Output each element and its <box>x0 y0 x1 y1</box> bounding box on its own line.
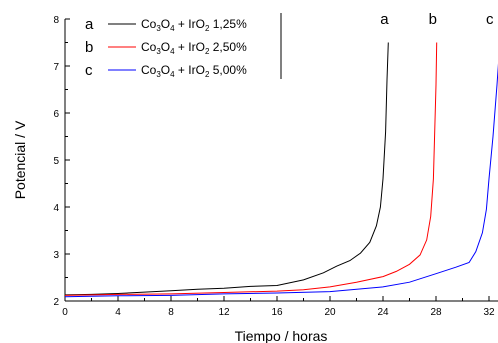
y-tick-label: 3 <box>53 250 59 261</box>
legend-text-part: 1,25% <box>209 17 247 31</box>
legend-text-part: 5,00% <box>209 63 247 77</box>
x-tick-label: 12 <box>218 307 230 318</box>
legend-letter-b: b <box>85 39 93 56</box>
curve-letter-c: c <box>486 11 494 28</box>
legend-text-part: Co <box>141 17 157 31</box>
curve-letter-b: b <box>429 11 437 28</box>
x-tick-label: 16 <box>271 307 283 318</box>
legend-subscript: 3 <box>156 47 161 56</box>
legend-text-part: O <box>161 40 170 54</box>
legend-text-part: + IrO <box>175 63 205 77</box>
x-tick-label: 8 <box>168 307 174 318</box>
x-tick-label: 32 <box>483 307 495 318</box>
legend-text-part: O <box>161 17 170 31</box>
x-tick-label: 4 <box>115 307 121 318</box>
y-tick-label: 6 <box>53 109 59 120</box>
legend-label-a: Co3​O4​ + IrO2​ 1,25% <box>141 17 247 33</box>
y-tick-label: 7 <box>53 62 59 73</box>
legend-subscript: 3 <box>156 70 161 79</box>
legend-label-c: Co3​O4​ + IrO2​ 5,00% <box>141 63 247 79</box>
curve-letter-a: a <box>380 11 389 28</box>
legend-text-part: O <box>161 63 170 77</box>
series-line-b <box>65 42 438 296</box>
legend-text-part: + IrO <box>175 40 205 54</box>
legend-letter-c: c <box>85 62 93 79</box>
legend-label-b: Co3​O4​ + IrO2​ 2,50% <box>141 40 247 56</box>
y-tick-label: 5 <box>53 156 59 167</box>
legend-subscript: 2 <box>205 70 210 79</box>
x-tick-label: 0 <box>62 307 68 318</box>
x-tick-label: 24 <box>377 307 389 318</box>
legend-subscript: 2 <box>205 47 210 56</box>
series-line-c <box>65 63 498 298</box>
legend-text-part: Co <box>141 63 157 77</box>
curve-letters: a b c <box>380 11 494 28</box>
legend-text-part: 2,50% <box>209 40 247 54</box>
legend-text-part: + IrO <box>175 17 205 31</box>
legend-subscript: 4 <box>170 24 175 33</box>
y-tick-label: 2 <box>53 297 59 308</box>
x-tick-label: 28 <box>430 307 442 318</box>
y-axis-title: Potencial / V <box>12 120 28 199</box>
y-tick-label: 4 <box>53 203 59 214</box>
x-axis-title: Tiempo / horas <box>235 328 328 343</box>
legend-text-part: Co <box>141 40 157 54</box>
x-axis-ticks: 0 4 8 12 16 20 24 28 32 <box>62 296 495 318</box>
x-tick-label: 20 <box>324 307 336 318</box>
legend-subscript: 3 <box>156 24 161 33</box>
y-tick-label: 8 <box>53 15 59 26</box>
legend-subscript: 2 <box>205 24 210 33</box>
series-line-a <box>65 42 389 296</box>
y-axis-ticks: 2 3 4 5 6 7 8 <box>53 15 70 308</box>
legend-subscript: 4 <box>170 47 175 56</box>
legend-subscript: 4 <box>170 70 175 79</box>
series-layer <box>65 42 498 298</box>
legend-letter-a: a <box>85 16 94 33</box>
